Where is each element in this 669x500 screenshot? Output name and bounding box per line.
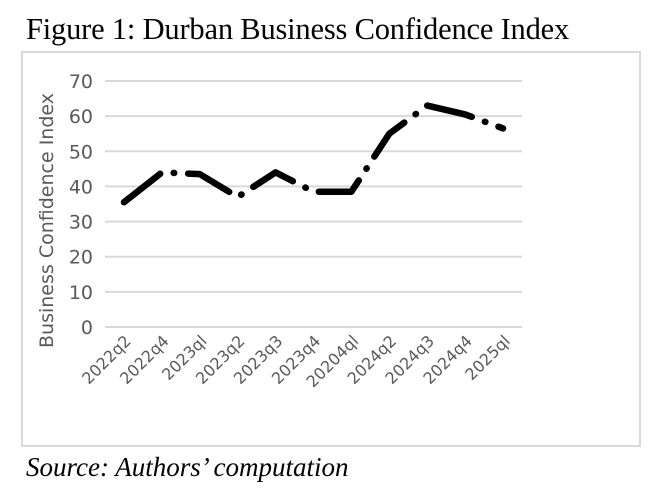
series-line	[120, 102, 507, 206]
y-tick-label: 10	[69, 282, 93, 304]
y-axis-label: Business Confidence Index	[36, 93, 58, 348]
chart-frame	[21, 51, 641, 447]
y-tick-label: 0	[81, 317, 93, 339]
y-tick-label: 70	[69, 71, 93, 93]
y-tick-label: 60	[69, 106, 93, 128]
figure-title: Figure 1: Durban Business Confidence Ind…	[26, 12, 570, 46]
y-tick-label: 40	[69, 176, 93, 198]
source-note: Source: Authors’ computation	[26, 452, 349, 482]
y-tick-label: 20	[69, 247, 93, 269]
y-tick-label: 50	[69, 141, 93, 163]
y-tick-label: 30	[69, 212, 93, 234]
